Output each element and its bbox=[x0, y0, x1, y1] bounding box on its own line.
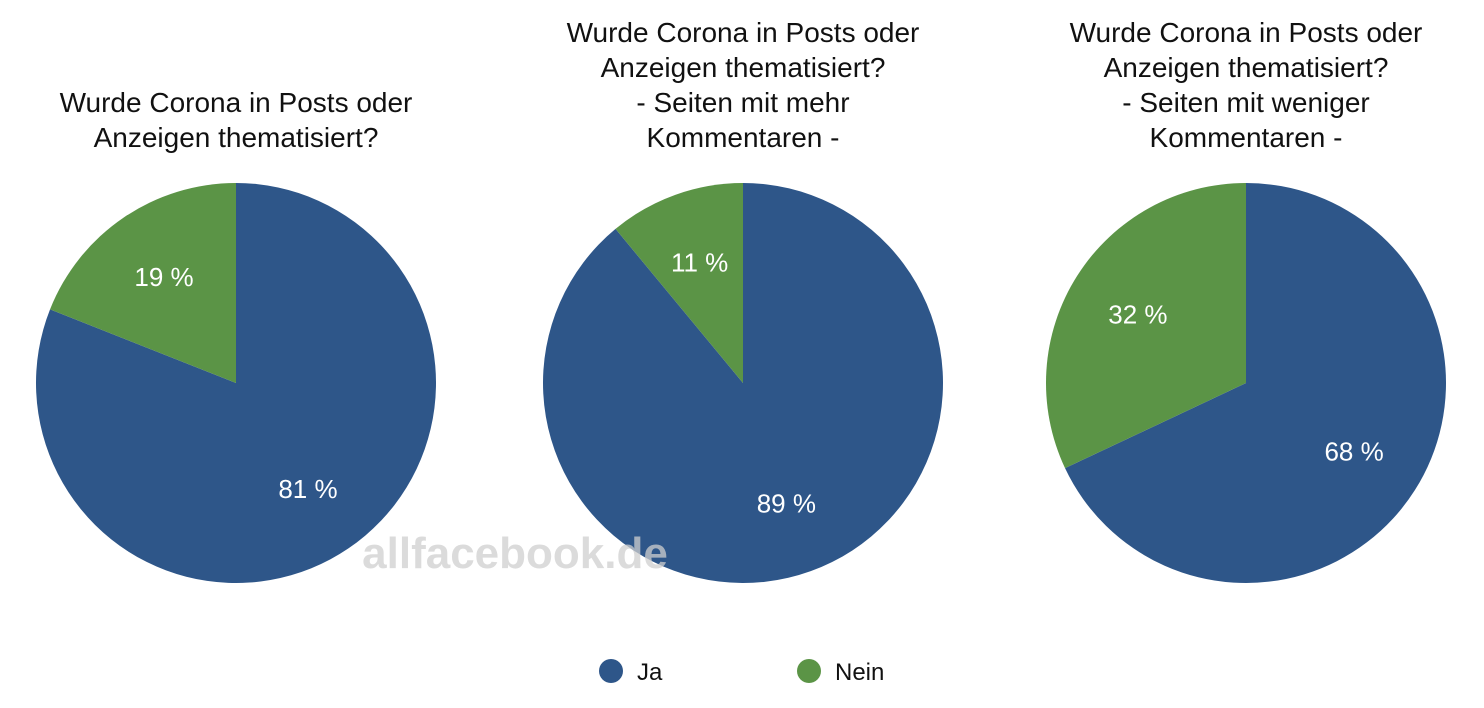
chart-title-line: - Seiten mit mehr bbox=[636, 87, 849, 118]
chart-title-line: Kommentaren - bbox=[647, 122, 840, 153]
chart-title-line: Wurde Corona in Posts oder bbox=[1070, 17, 1423, 48]
pie-chart-2: Wurde Corona in Posts oder Anzeigen thema… bbox=[543, 17, 943, 584]
pie-chart-1: Wurde Corona in Posts oder Anzeigen thema… bbox=[35, 87, 437, 583]
pie-slice-ja bbox=[543, 183, 943, 584]
chart-title-line: Anzeigen thematisiert? bbox=[1104, 52, 1389, 83]
chart-title-line: Kommentaren - bbox=[1150, 122, 1343, 153]
pie-slice-ja bbox=[35, 183, 437, 583]
pie-slice-nein bbox=[50, 183, 236, 383]
charts-layer: Wurde Corona in Posts oder Anzeigen thema… bbox=[35, 17, 1446, 584]
legend-label-nein: Nein bbox=[835, 659, 884, 686]
slice-value-label: 81 % bbox=[278, 474, 337, 504]
legend-label-ja: Ja bbox=[637, 659, 663, 686]
chart-title-line: Anzeigen thematisiert? bbox=[94, 122, 379, 153]
legend-swatch-ja bbox=[599, 659, 623, 683]
pie-chart-3: Wurde Corona in Posts oder Anzeigen thema… bbox=[1045, 17, 1446, 583]
pie-slice-ja bbox=[1065, 183, 1446, 583]
slice-value-label: 68 % bbox=[1324, 437, 1383, 467]
legend-swatch-nein bbox=[797, 659, 821, 683]
pie-slice-nein bbox=[615, 183, 743, 383]
pie-slice-nein bbox=[1045, 183, 1246, 469]
legend: Ja Nein bbox=[599, 659, 884, 686]
chart-title-line: Wurde Corona in Posts oder bbox=[60, 87, 413, 118]
chart-title-line: Anzeigen thematisiert? bbox=[601, 52, 886, 83]
slice-value-label: 32 % bbox=[1108, 299, 1167, 329]
slice-value-label: 89 % bbox=[757, 488, 816, 518]
slice-value-label: 11 % bbox=[671, 248, 728, 278]
slice-value-label: 19 % bbox=[134, 262, 193, 292]
chart-title-line: Wurde Corona in Posts oder bbox=[567, 17, 920, 48]
watermark-text: allfacebook.de bbox=[362, 529, 668, 578]
chart-title-line: - Seiten mit weniger bbox=[1122, 87, 1369, 118]
